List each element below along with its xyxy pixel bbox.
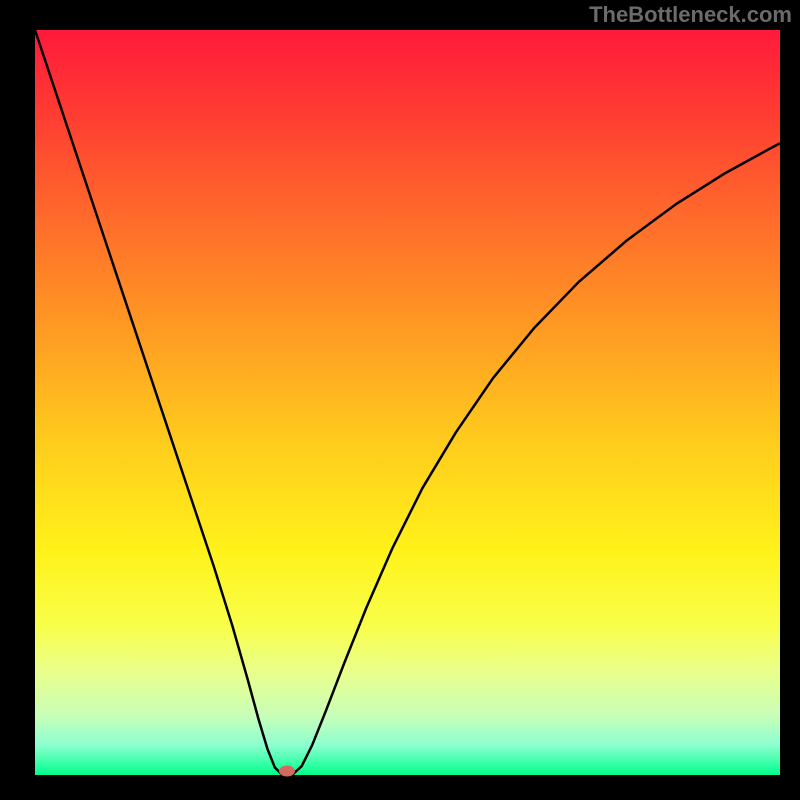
- watermark-text: TheBottleneck.com: [589, 2, 792, 28]
- chart-container: { "watermark": { "text": "TheBottleneck.…: [0, 0, 800, 800]
- minimum-marker: [279, 766, 295, 777]
- plot-area: [35, 30, 780, 775]
